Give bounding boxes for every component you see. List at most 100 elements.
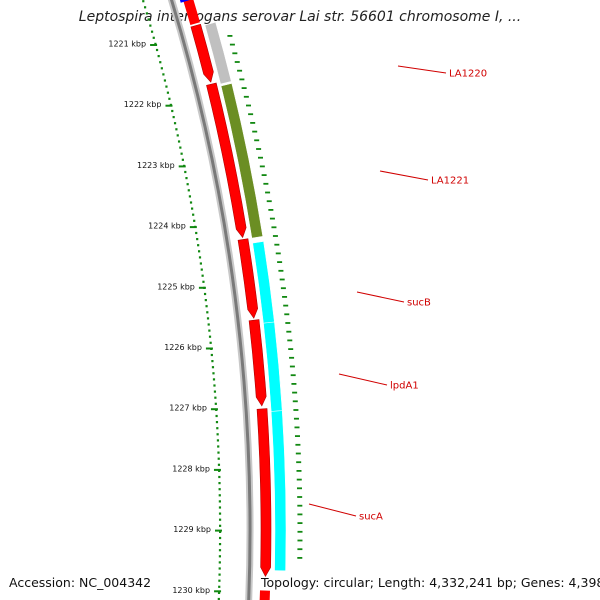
ruler-dot [195, 231, 198, 235]
ruler-dot [204, 299, 207, 302]
ruler-dot [210, 353, 213, 357]
strand-tick [250, 122, 256, 124]
reverse-gene-arrow [248, 319, 267, 407]
ruler-major-tick [213, 468, 221, 471]
ruler-dot [218, 524, 222, 527]
ruler-dot [157, 55, 160, 58]
strand-tick [266, 200, 272, 203]
ruler-tick-label: 1221 kbp [108, 40, 146, 49]
ruler-dot [218, 500, 221, 503]
strand-tick [289, 365, 295, 368]
ruler-dot [209, 341, 212, 344]
strand-tick [259, 165, 265, 168]
ruler-dot [185, 177, 188, 180]
accession-text: Accession: NC_004342 [9, 575, 152, 590]
ruler-tick-label: 1222 kbp [124, 100, 162, 109]
strand-tick [297, 513, 303, 516]
ruler-major-tick [198, 286, 206, 289]
ruler-dot [206, 317, 210, 320]
ruler-dot [212, 378, 216, 381]
ruler-dot [196, 238, 199, 241]
strand-tick [245, 104, 251, 107]
ruler-major-tick [189, 226, 197, 229]
strand-tick [272, 235, 278, 237]
strand-tick [297, 530, 303, 533]
strand-tick [293, 409, 299, 411]
ruler-dot [154, 42, 157, 45]
strand-tick [285, 322, 291, 324]
ruler-dot [143, 6, 147, 9]
strand-tick [291, 383, 297, 385]
ruler-dot [218, 488, 221, 491]
ruler-dot [189, 201, 193, 204]
strand-tick [287, 339, 293, 342]
ruler-dot [216, 439, 220, 442]
ruler-dot [191, 207, 194, 210]
ruler-dot [165, 85, 168, 88]
strand-tick [295, 452, 301, 455]
strand-tick [278, 269, 284, 272]
ruler-major-tick [214, 590, 222, 593]
ruler-dot [217, 597, 220, 600]
strand-tick [283, 304, 289, 307]
ruler-dot [217, 445, 220, 448]
ruler-dot [163, 79, 167, 82]
feature-marker [179, 0, 190, 3]
strand-tick [297, 557, 303, 559]
strand-tick [280, 287, 286, 290]
ruler-dot [173, 122, 177, 125]
strand-tick [261, 174, 267, 176]
gene-label: sucB [407, 298, 431, 309]
ruler-major-tick [150, 44, 158, 46]
ruler-dot [175, 128, 178, 131]
ruler-dot [166, 91, 170, 94]
ruler-tick-label: 1228 kbp [172, 464, 210, 473]
strand-tick [227, 35, 233, 37]
ruler-dot [206, 311, 209, 314]
strand-tick [296, 487, 302, 490]
backbone-line [169, 0, 252, 600]
strand-tick [241, 87, 247, 89]
backbone [167, 0, 254, 600]
strand-tick [289, 356, 295, 359]
ruler-dot [200, 268, 203, 271]
ruler-dot [187, 189, 190, 192]
ruler-dot [216, 427, 219, 430]
ruler-dot [215, 414, 218, 418]
strand-tick [277, 261, 283, 263]
strand-tick [296, 461, 302, 464]
ruler-dot [212, 372, 215, 375]
ruler-dot [218, 518, 222, 521]
ruler-dot [142, 0, 145, 3]
strand-tick [296, 470, 302, 472]
ruler-dot [217, 463, 221, 466]
strand-tick [263, 182, 269, 185]
ruler-dot [171, 109, 174, 113]
ruler-dot [199, 262, 202, 265]
ruler-dot [218, 536, 222, 540]
ruler-dot [186, 183, 189, 186]
ruler-dot [180, 152, 183, 155]
gene-label: sucA [359, 512, 383, 523]
strand-tick [265, 191, 271, 194]
strand-tick [288, 348, 294, 350]
ruler-dot [207, 323, 210, 326]
ruler-dot [168, 97, 171, 100]
strand-tick [275, 252, 281, 255]
reverse-gene-arrow [237, 238, 259, 319]
ruler-tick-label: 1227 kbp [169, 404, 207, 413]
gene-label-leader [379, 170, 429, 181]
ruler-dot [217, 457, 220, 460]
ruler-dot [216, 433, 219, 436]
ruler-tick-label: 1224 kbp [148, 222, 186, 231]
ruler-dot [208, 335, 212, 338]
ruler-dot [218, 530, 222, 533]
ruler-dot [145, 12, 148, 15]
strand-tick [229, 43, 235, 46]
strand-tick [290, 374, 296, 377]
ruler-dot [160, 67, 163, 70]
strand-tick [243, 95, 249, 98]
gene-label-leader [338, 373, 388, 386]
strand-tick [297, 539, 303, 542]
ruler-dot [217, 591, 221, 594]
